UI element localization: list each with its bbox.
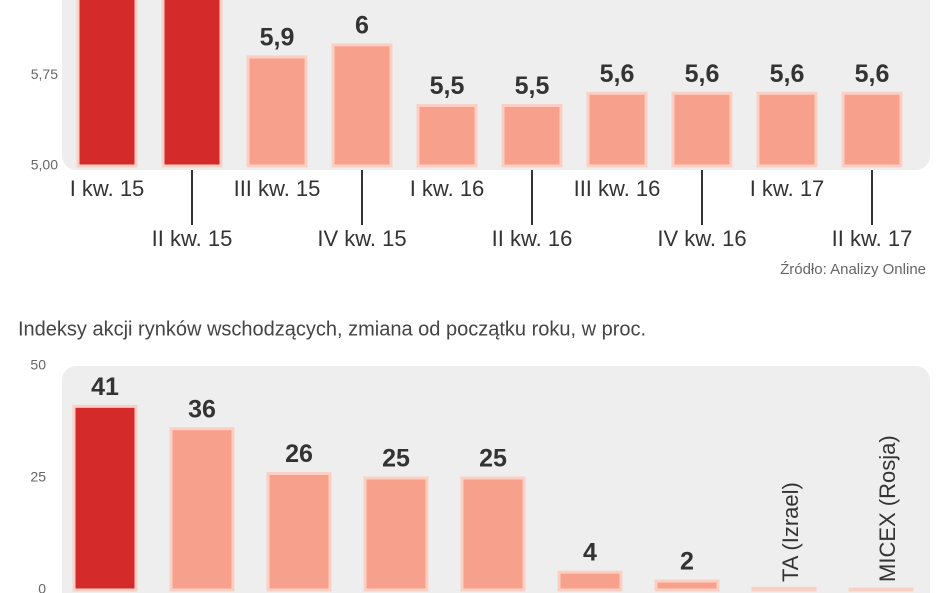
x-tick-label: IV kw. 16 <box>657 226 746 251</box>
bar <box>72 404 138 592</box>
value-label: 26 <box>285 440 313 468</box>
bar <box>246 55 308 168</box>
bar <box>169 427 235 592</box>
bar <box>460 476 526 592</box>
value-label: 5,6 <box>685 60 720 88</box>
x-tick-label: MICEX (Rosja) <box>875 435 900 582</box>
bar <box>266 472 332 592</box>
y-tick-label: 5,75 <box>31 66 58 82</box>
value-label: 5,6 <box>770 60 805 88</box>
x-tick-label: II kw. 17 <box>832 226 913 251</box>
x-tick-label: I kw. 15 <box>70 176 145 201</box>
value-label: 6 <box>355 11 369 39</box>
bar <box>841 91 903 168</box>
bar <box>331 43 393 168</box>
value-label: 41 <box>91 373 119 401</box>
bar <box>76 0 138 168</box>
x-tick-label: III kw. 16 <box>574 176 661 201</box>
value-label: 4 <box>583 539 597 567</box>
y-tick-label: 50 <box>30 357 46 373</box>
bar <box>848 587 914 592</box>
bar <box>363 476 429 592</box>
bar <box>557 570 623 592</box>
value-label: 25 <box>382 445 410 473</box>
value-label: 5,9 <box>260 24 295 52</box>
value-label: 5,5 <box>515 72 550 100</box>
bar <box>751 586 817 592</box>
y-tick-label: 5,00 <box>31 157 58 173</box>
value-label: 5,6 <box>855 60 890 88</box>
x-tick-label: II kw. 16 <box>492 226 573 251</box>
x-tick-label: I kw. 16 <box>410 176 485 201</box>
value-label: 5,5 <box>430 72 465 100</box>
source: Źródło: Analizy Online <box>780 261 926 278</box>
bar <box>586 91 648 168</box>
chart-title: Indeksy akcji rynków wschodzących, zmian… <box>18 318 646 340</box>
x-tick-label: TA (Izrael) <box>778 482 803 582</box>
bar <box>756 91 818 168</box>
bar <box>161 0 223 168</box>
y-tick-label: 0 <box>38 581 46 593</box>
x-tick-label: III kw. 15 <box>234 176 321 201</box>
bar <box>501 103 563 168</box>
bar <box>671 91 733 168</box>
bar <box>654 579 720 592</box>
value-label: 36 <box>188 395 216 423</box>
y-tick-label: 25 <box>30 469 46 485</box>
value-label: 5,6 <box>600 60 635 88</box>
bar <box>416 103 478 168</box>
x-tick-label: IV kw. 15 <box>317 226 406 251</box>
value-label: 2 <box>680 548 694 576</box>
value-label: 25 <box>479 445 507 473</box>
x-tick-label: II kw. 15 <box>152 226 233 251</box>
x-tick-label: I kw. 17 <box>750 176 825 201</box>
